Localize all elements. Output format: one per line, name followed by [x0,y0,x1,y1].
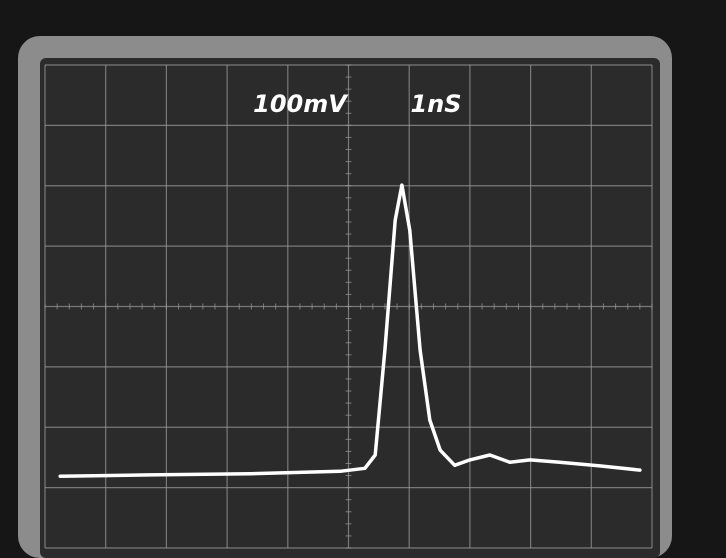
time-per-div: 1nS [410,90,461,118]
volts-per-div: 100mV [253,90,349,118]
screen [40,58,660,558]
graticule [44,64,653,549]
waveform [58,183,642,478]
